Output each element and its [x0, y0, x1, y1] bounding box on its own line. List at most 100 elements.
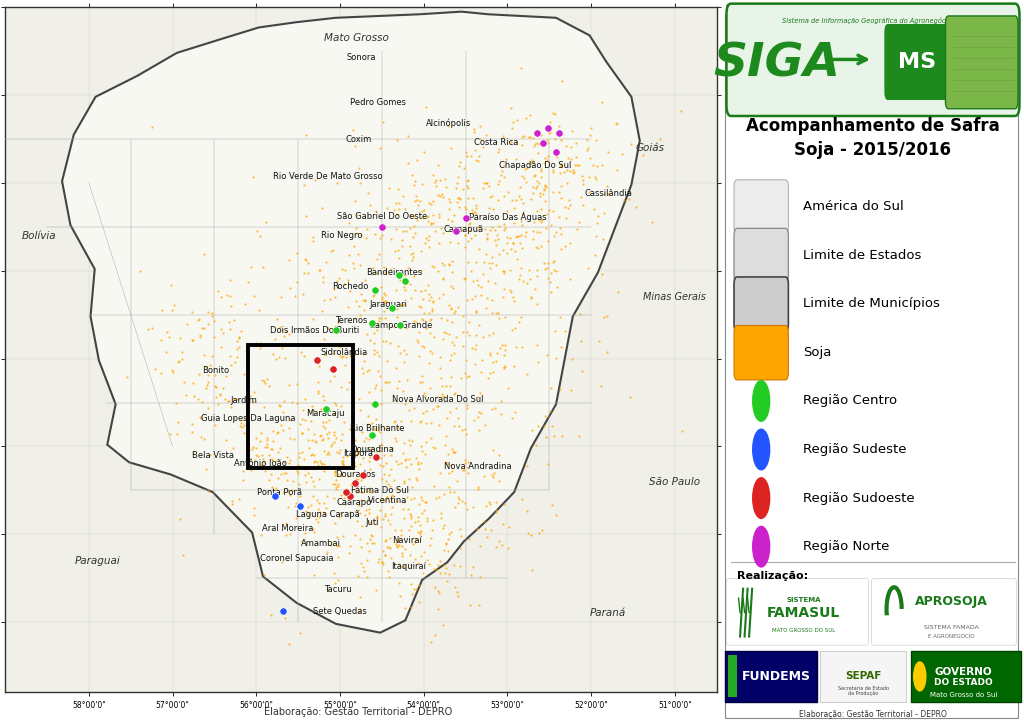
Point [468, 154, 484, 166]
Point [635, 149, 651, 161]
Point [326, 426, 342, 438]
Point [397, 323, 414, 334]
Point [433, 257, 450, 268]
Point [452, 542, 468, 553]
Point [344, 463, 360, 474]
Point [542, 116, 558, 128]
Text: Bolívia: Bolívia [22, 231, 56, 241]
Point [354, 562, 371, 573]
Point [312, 404, 329, 415]
Point [270, 472, 287, 484]
Point [345, 257, 361, 268]
Point [287, 500, 303, 512]
Point [195, 322, 211, 334]
Point [356, 509, 373, 521]
Text: Paraná: Paraná [590, 608, 626, 618]
Point [557, 240, 573, 252]
Point [330, 468, 346, 480]
Point [279, 475, 295, 486]
Point [210, 398, 226, 410]
Text: Coronel Sapucaia: Coronel Sapucaia [260, 555, 333, 563]
Point [423, 432, 439, 444]
Point [494, 395, 510, 407]
Point [348, 515, 365, 527]
Point [652, 133, 669, 145]
Point [285, 484, 301, 495]
Point [466, 415, 482, 426]
Point [444, 266, 461, 278]
Point [222, 401, 239, 413]
Point [435, 273, 452, 284]
Point [428, 492, 444, 503]
Point [248, 449, 264, 460]
Point [395, 503, 412, 515]
Point [259, 438, 275, 450]
Point [540, 150, 556, 162]
Point [369, 446, 385, 457]
Point [447, 225, 464, 237]
Point [537, 257, 553, 269]
Point [431, 292, 447, 304]
Text: Pedro Gomes: Pedro Gomes [350, 98, 406, 107]
Point [442, 406, 459, 418]
Point [360, 502, 377, 514]
Point [386, 204, 402, 216]
Point [495, 130, 511, 142]
Point [468, 339, 484, 351]
Point [504, 324, 520, 336]
Point [374, 229, 390, 241]
Point [435, 390, 452, 402]
Point [488, 307, 505, 318]
Point [370, 268, 386, 279]
Point [410, 334, 426, 346]
Point [410, 199, 426, 211]
Point [397, 204, 414, 215]
Point [410, 558, 426, 569]
Point [341, 506, 357, 518]
Point [468, 256, 484, 268]
Point [498, 153, 514, 165]
Point [459, 402, 475, 414]
Point [521, 158, 538, 170]
Point [524, 564, 541, 576]
Point [529, 339, 546, 350]
Point [143, 323, 160, 334]
Point [388, 539, 404, 550]
Point [460, 467, 476, 479]
Point [430, 265, 446, 277]
Point [467, 199, 483, 211]
Point [364, 530, 380, 542]
Point [374, 221, 390, 233]
Text: Mato Grosso do Sul: Mato Grosso do Sul [930, 692, 997, 697]
Point [568, 159, 585, 170]
Point [353, 494, 370, 505]
Point [379, 491, 395, 502]
Point [643, 216, 659, 228]
Point [450, 497, 466, 509]
Point [330, 478, 346, 490]
Point [495, 518, 511, 530]
Point [553, 243, 569, 254]
Text: SISTEMA: SISTEMA [786, 597, 820, 603]
Point [545, 206, 561, 218]
Point [289, 397, 305, 409]
Point [500, 383, 516, 394]
Point [302, 415, 318, 426]
Point [290, 468, 306, 479]
Point [184, 334, 201, 346]
Point [548, 146, 564, 158]
Point [310, 376, 327, 388]
Point [326, 347, 342, 359]
Point [349, 447, 366, 458]
Point [372, 233, 388, 244]
Point [261, 449, 278, 460]
Point [355, 355, 372, 367]
Point [254, 374, 270, 386]
Point [261, 474, 278, 486]
Point [581, 186, 597, 198]
Point [512, 270, 528, 281]
Point [294, 446, 310, 457]
Point [437, 568, 454, 579]
Point [379, 376, 395, 387]
Point [425, 217, 441, 228]
